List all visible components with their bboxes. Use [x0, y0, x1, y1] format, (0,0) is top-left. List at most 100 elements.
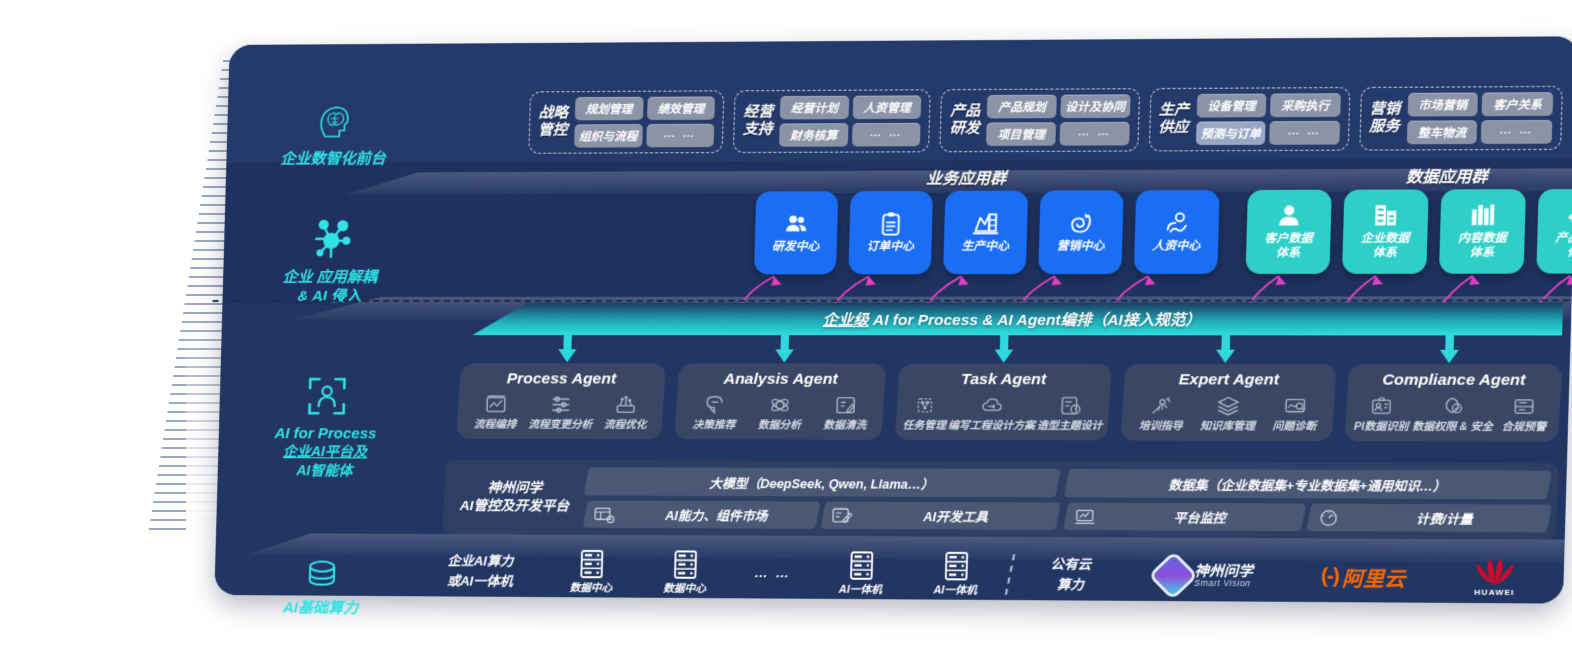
agent-item-label: 流程优化 [603, 418, 647, 432]
agent-item[interactable]: 编写工程设计方案 [947, 394, 1035, 432]
data-card-enterprise[interactable]: 企业数据 体系 [1342, 189, 1429, 274]
domain-tag[interactable]: 采购执行 [1270, 93, 1341, 118]
app-card-production-center[interactable]: 生产中心 [943, 190, 1029, 275]
infra-label: AI一体机 [838, 583, 883, 597]
domain-tag[interactable]: 预测与订单 [1195, 121, 1266, 146]
app-card-hr-center[interactable]: 人资中心 [1133, 190, 1220, 275]
data-card-customer[interactable]: 客户数据 体系 [1245, 189, 1332, 274]
atom-analysis-icon [768, 394, 791, 416]
down-arrow-icon [775, 333, 795, 363]
data-card-content[interactable]: 内容数据 体系 [1438, 189, 1527, 274]
domain-tag[interactable]: 组织与流程 [574, 124, 643, 148]
domain-tag[interactable]: 设计及协同 [1060, 94, 1131, 119]
infra-ai-appliance-2[interactable]: AI一体机 [908, 551, 1004, 598]
domain-group-tags: 规划管理 绩效管理 组织与流程 … … [574, 96, 716, 148]
platform-cell-monitoring[interactable]: 平台监控 [1062, 502, 1306, 532]
domain-group-strategy[interactable]: 战略 管控 规划管理 绩效管理 组织与流程 … … [528, 90, 725, 154]
logo-name: 神州问学 [1194, 562, 1254, 579]
domain-tag-more[interactable]: … … [645, 123, 715, 148]
agent-title: Compliance Agent [1382, 371, 1526, 390]
agent-card-expert[interactable]: Expert Agent 培训指导 [1119, 363, 1336, 442]
agent-card-analysis[interactable]: Analysis Agent 决策推荐 数据分析 [674, 363, 886, 440]
domain-tag[interactable]: 市场营销 [1407, 92, 1479, 117]
infra-dots: … … [754, 564, 792, 581]
infra-ai-appliance-1[interactable]: AI一体机 [813, 550, 909, 597]
person-wave-icon [1163, 210, 1191, 237]
data-card-label: 内容数据 体系 [1457, 232, 1507, 260]
domain-tag-more[interactable]: … … [1269, 120, 1340, 145]
platform-llm-label: 大模型（DeepSeek, Qwen, Llama…） [708, 476, 934, 492]
server-rack-icon [847, 551, 875, 582]
domain-group-tags: 经营计划 人资管理 财务核算 … … [779, 95, 922, 147]
platform-cell-label: 计费/计量 [1415, 512, 1473, 527]
domain-tag-more[interactable]: … … [1481, 119, 1553, 144]
aliyun-logo[interactable]: (-) 阿里云 [1289, 561, 1437, 592]
agent-item[interactable]: 流程变更分析 [528, 394, 593, 431]
domain-tag[interactable]: 规划管理 [574, 96, 644, 121]
agent-item[interactable]: 流程编排 [464, 393, 527, 431]
infra-label-line2: 算力 [1056, 576, 1085, 592]
platform-cell-billing[interactable]: 计费/计量 [1305, 503, 1552, 533]
down-arrow-icon [1215, 333, 1236, 363]
agent-item[interactable]: 问题诊断 [1261, 395, 1327, 433]
infra-data-center-2[interactable]: 数据中心 [638, 549, 733, 596]
domain-tag[interactable]: 产品规划 [987, 94, 1057, 119]
ai-band-text: AI for Process & AI Agent编排（AI接入规范） [868, 311, 1202, 329]
domain-tag[interactable]: 项目管理 [986, 122, 1057, 146]
domain-tag[interactable]: 整车物流 [1406, 120, 1478, 145]
rail-label-cn1: 企业AI平台及 [282, 443, 368, 460]
shenzhou-wenxue-logo[interactable]: 神州问学 Smart Vision [1122, 555, 1290, 596]
id-badge-icon [1370, 395, 1394, 418]
infra-data-center-1[interactable]: 数据中心 [544, 549, 639, 596]
platform-llm-bar[interactable]: 大模型（DeepSeek, Qwen, Llama…） [583, 467, 1061, 498]
domain-tag-more[interactable]: … … [851, 122, 921, 147]
agent-item[interactable]: 数据权限 & 安全 [1412, 395, 1494, 433]
domain-tag[interactable]: 绩效管理 [646, 96, 716, 121]
domain-group-product-rd[interactable]: 产品 研发 产品规划 设计及协同 项目管理 … … [939, 88, 1140, 153]
agent-card-process[interactable]: Process Agent 流程编排 [456, 363, 666, 440]
domain-tag[interactable]: 人资管理 [852, 95, 922, 120]
huawei-logo[interactable]: HUAWEI [1436, 558, 1553, 598]
platform-cell-dev-tools[interactable]: AI开发工具 [819, 501, 1060, 530]
platform-left-column: 大模型（DeepSeek, Qwen, Llama…） AI能力、组件市场 [582, 467, 1061, 530]
rail-label-line1: 企业 应用解耦 [282, 268, 378, 286]
domain-group-operations[interactable]: 经营 支持 经营计划 人资管理 财务核算 … … [733, 89, 932, 154]
agent-item-label: 合规预警 [1501, 420, 1547, 434]
app-card-order-center[interactable]: 订单中心 [848, 190, 934, 275]
user-avatar-icon [1279, 205, 1299, 226]
agent-card-compliance[interactable]: Compliance Agent PI数据识别 [1344, 364, 1563, 442]
platform-brand: 神州问学 AI管控及开发平台 [451, 479, 578, 516]
agent-item[interactable]: 造型主题设计 [1036, 394, 1102, 432]
clipboard-icon [877, 210, 905, 236]
agent-items: 流程编排 流程变更分析 [464, 393, 658, 431]
app-card-rd-center[interactable]: 研发中心 [753, 191, 839, 275]
domain-group-name: 营销 服务 [1368, 101, 1401, 136]
domain-group-production-supply[interactable]: 生产 供应 设备管理 采购执行 预测与订单 … … [1148, 87, 1351, 152]
agent-item[interactable]: 知识库管理 [1194, 395, 1260, 433]
agent-item[interactable]: 任务管理 [902, 394, 946, 432]
domain-tag[interactable]: 经营计划 [780, 95, 850, 120]
platform-cell-label: AI能力、组件市场 [664, 508, 768, 524]
app-card-marketing-center[interactable]: 营销中心 [1038, 190, 1124, 275]
ai-orchestration-band: 企业级 AI for Process & AI Agent编排（AI接入规范） [473, 302, 1563, 335]
domain-tag[interactable]: 设备管理 [1196, 93, 1267, 118]
agent-card-task[interactable]: Task Agent 任务管理 编写 [894, 363, 1112, 441]
platform-cell-ai-market[interactable]: AI能力、组件市场 [582, 500, 820, 529]
domain-tag[interactable]: 财务核算 [779, 123, 849, 147]
domain-group-marketing-service[interactable]: 营销 服务 市场营销 客户关系 整车物流 … … [1359, 85, 1563, 151]
domain-tag-more[interactable]: … … [1059, 121, 1130, 146]
data-card-product[interactable]: 产品数据 体系 [1536, 188, 1572, 274]
agent-item-label: 问题诊断 [1271, 420, 1317, 433]
platform-dataset-bar[interactable]: 数据集（企业数据集+专业数据集+通用知识…） [1063, 468, 1553, 500]
agent-item[interactable]: 数据清洗 [813, 394, 878, 432]
domain-tag[interactable]: 客户关系 [1481, 92, 1554, 117]
logo-subtitle: Smart Vision [1194, 578, 1251, 589]
rail-label: AI基础算力 [282, 599, 359, 617]
agent-item[interactable]: 数据分析 [747, 394, 812, 432]
agent-item[interactable]: 流程优化 [594, 394, 657, 432]
agent-item[interactable]: 培训指导 [1128, 395, 1194, 433]
agent-item[interactable]: 决策推荐 [682, 394, 746, 432]
agent-item[interactable]: 合规预警 [1495, 395, 1554, 433]
agent-item[interactable]: PI数据识别 [1352, 395, 1411, 433]
agent-arrow-slot [676, 333, 895, 368]
